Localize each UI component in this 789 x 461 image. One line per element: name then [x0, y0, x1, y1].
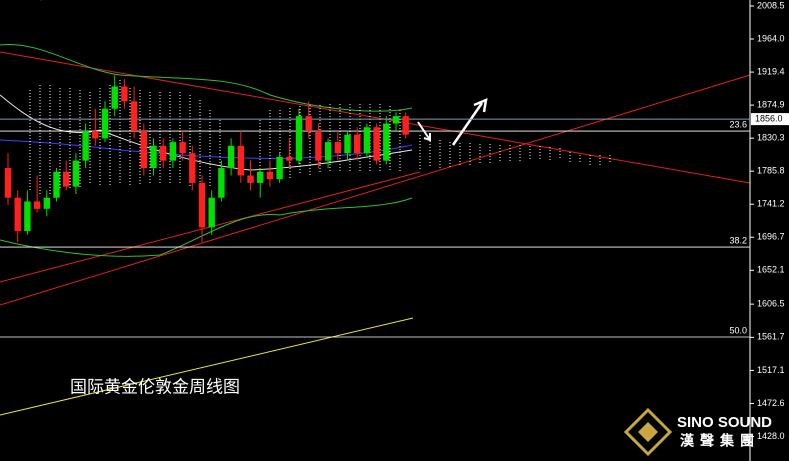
candle-body [14, 197, 21, 232]
candle-body [150, 145, 157, 169]
candle-body [402, 116, 409, 135]
candle-body [363, 127, 371, 154]
y-tick-label: 1785.8 [757, 166, 785, 176]
candle-body [383, 123, 390, 161]
level-label: 38.2 [729, 235, 747, 245]
candle-body [392, 116, 400, 124]
y-tick-label: 1919.4 [757, 66, 785, 76]
y-tick-label: 2008.5 [757, 0, 785, 10]
candle-body [101, 108, 109, 139]
candle-body [295, 116, 303, 161]
y-tick-label: 1741.2 [757, 199, 785, 209]
arrow [451, 97, 488, 146]
ma-line [0, 317, 414, 416]
candle-body [92, 130, 99, 139]
logo: SINO SOUND 漢聲集團 [623, 407, 772, 457]
candle-body [160, 145, 167, 161]
level-label: 23.6 [729, 119, 747, 129]
y-tick-label: 1428.0 [757, 431, 785, 441]
y-tick-label: 1561.7 [757, 332, 785, 342]
candle-body [169, 142, 177, 161]
ma-line [0, 94, 413, 171]
candle-body [305, 116, 312, 131]
candle-body [4, 168, 12, 198]
band-upper [0, 43, 413, 112]
candle-body [208, 197, 215, 228]
y-tick-label: 1830.3 [757, 133, 785, 143]
price-box [751, 113, 789, 126]
candle-body [53, 171, 60, 198]
y-tick-label: 1874.9 [757, 99, 785, 109]
y-tick-label: 1652.1 [757, 265, 785, 275]
candle-body [198, 182, 206, 228]
y-tick-label: 1517.1 [757, 365, 785, 375]
candle-body [373, 127, 380, 161]
band-lower [0, 197, 413, 257]
logo-icon [623, 407, 673, 457]
candle-body [82, 130, 89, 161]
y-tick-label: 1696.7 [757, 232, 785, 242]
candle-body [33, 201, 41, 209]
candle-body [218, 168, 225, 198]
candle-body [43, 197, 50, 209]
candle-body [130, 101, 138, 131]
candle-body [121, 86, 128, 102]
candle-body [140, 130, 147, 169]
candle-body [227, 145, 235, 169]
candle-body [189, 153, 196, 183]
chart-title: 国际黄金伦敦金周线图 [70, 377, 240, 396]
candle-body [354, 134, 361, 154]
level-label: 50.0 [729, 325, 747, 335]
price-label: 1856.0 [755, 113, 783, 123]
candle-body [63, 171, 70, 187]
candle-body [315, 130, 322, 161]
candle-body [344, 134, 351, 154]
candle-body [276, 156, 283, 180]
candle-body [179, 142, 186, 154]
candle-body [257, 171, 264, 183]
y-tick-label: 1964.0 [757, 33, 785, 43]
logo-subname: 漢聲集團 [680, 433, 760, 449]
candle-body [266, 171, 274, 180]
y-tick-label: 1606.5 [757, 299, 785, 309]
logo-icon [638, 422, 658, 442]
candle-body [237, 145, 244, 176]
candle-body [24, 201, 31, 232]
y-tick-label: 1472.6 [757, 398, 785, 408]
ma-line [0, 139, 413, 159]
logo-name: SINO SOUND [677, 414, 772, 431]
candle-body [247, 175, 254, 183]
candle-body [111, 86, 118, 109]
trend-line [0, 51, 751, 184]
trend-line [0, 74, 751, 306]
candle-body [334, 142, 341, 154]
candle-body [324, 142, 332, 161]
candle-body [286, 156, 293, 161]
candle-body [72, 160, 80, 187]
